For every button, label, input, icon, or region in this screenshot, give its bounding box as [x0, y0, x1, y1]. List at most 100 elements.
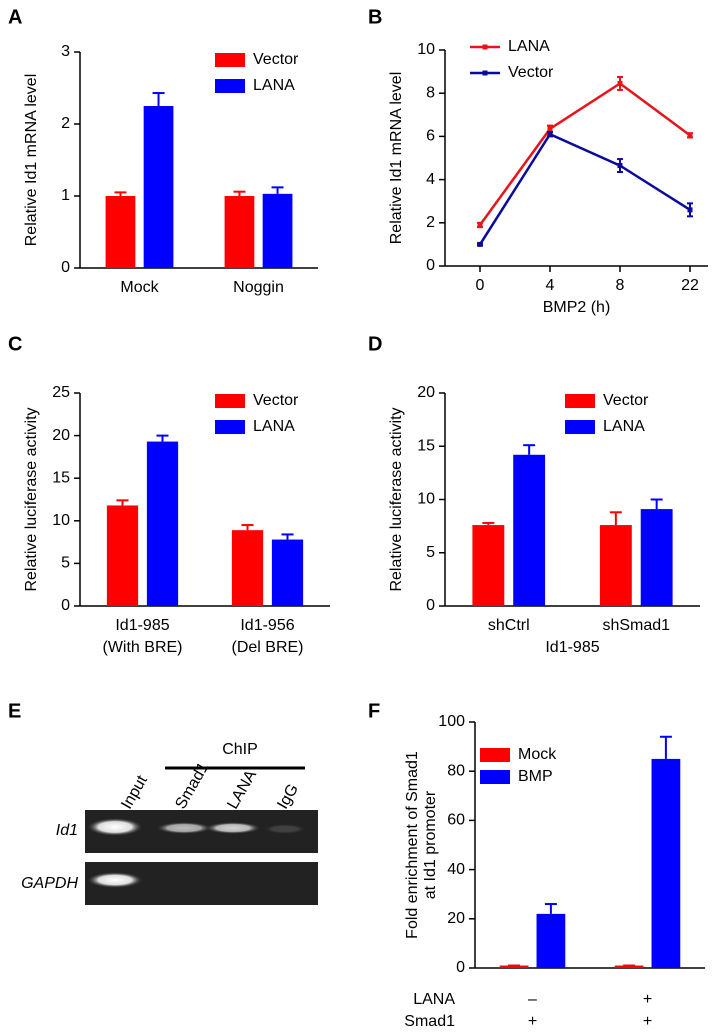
- bar: [513, 454, 546, 606]
- y-tick-label: 10: [52, 512, 70, 529]
- legend-swatch: [215, 79, 245, 93]
- legend-swatch: [482, 70, 488, 76]
- bar: [106, 505, 139, 606]
- legend-label: BMP: [518, 768, 553, 785]
- bar: [499, 965, 529, 968]
- x-axis-label: Id1-985: [545, 639, 599, 656]
- y-tick-label: 4: [426, 171, 435, 188]
- gel-band: [263, 824, 307, 834]
- x-tick-label: 4: [546, 277, 555, 294]
- y-tick-label: 40: [447, 861, 465, 878]
- legend-swatch: [480, 770, 510, 784]
- y-tick-label: 10: [417, 491, 435, 508]
- bar: [614, 965, 644, 968]
- lane-label: IgG: [274, 781, 302, 812]
- y-tick-label: 20: [447, 910, 465, 927]
- y-tick-label: 5: [61, 555, 70, 572]
- marker: [547, 131, 553, 137]
- x-tick-label: (Del BRE): [231, 639, 303, 656]
- y-axis-label: Relative luciferase activity: [388, 407, 405, 591]
- x-tick-label: (With BRE): [103, 639, 183, 656]
- legend-label: Vector: [253, 51, 299, 68]
- legend-swatch: [215, 420, 245, 434]
- condition-label: Smad1: [404, 1013, 455, 1030]
- y-tick-label: 20: [52, 427, 70, 444]
- y-tick-label: 20: [417, 384, 435, 401]
- x-tick-label: 22: [681, 277, 699, 294]
- condition-value: +: [643, 1013, 652, 1030]
- y-axis-label: Relative Id1 mRNA level: [388, 72, 405, 245]
- legend-swatch: [215, 394, 245, 408]
- legend-swatch: [215, 53, 245, 67]
- x-tick-label: Noggin: [233, 279, 284, 296]
- y-tick-label: 2: [61, 115, 70, 132]
- bar: [105, 196, 136, 268]
- x-tick-label: shSmad1: [602, 617, 670, 634]
- bar: [536, 913, 566, 968]
- marker: [547, 126, 553, 132]
- bar: [599, 525, 632, 606]
- y-axis-label: Relative luciferase activity: [23, 407, 40, 591]
- lane-label: Input: [118, 772, 151, 812]
- y-tick-label: 60: [447, 812, 465, 829]
- x-tick-label: Mock: [120, 279, 159, 296]
- y-tick-label: 25: [52, 384, 70, 401]
- row-label: Id1: [56, 822, 78, 839]
- y-tick-label: 0: [61, 597, 70, 614]
- panel-letter: E: [8, 700, 21, 722]
- gel-band: [156, 822, 212, 834]
- gel-band: [87, 872, 143, 888]
- bar: [224, 196, 255, 268]
- bar: [271, 539, 304, 606]
- y-axis-label: Relative Id1 mRNA level: [23, 74, 40, 247]
- bar: [651, 758, 681, 968]
- bar: [231, 530, 264, 606]
- line: [478, 132, 691, 246]
- panel-letter: C: [8, 333, 22, 355]
- legend-label: LANA: [253, 418, 295, 435]
- marker: [687, 207, 693, 213]
- legend-swatch: [482, 44, 488, 50]
- y-tick-label: 15: [417, 437, 435, 454]
- y-tick-label: 0: [61, 259, 70, 276]
- panel-letter: D: [368, 333, 382, 355]
- bar: [146, 441, 179, 606]
- y-tick-label: 10: [417, 41, 435, 58]
- legend-label: LANA: [253, 77, 295, 94]
- marker: [687, 132, 693, 138]
- gel-band: [205, 822, 261, 834]
- x-tick-label: 0: [476, 277, 485, 294]
- legend-swatch: [565, 420, 595, 434]
- y-tick-label: 8: [426, 84, 435, 101]
- legend-label: Mock: [518, 746, 557, 763]
- y-tick-label: 5: [426, 544, 435, 561]
- gel-band: [87, 818, 143, 836]
- bar: [472, 525, 505, 606]
- y-tick-label: 0: [456, 959, 465, 976]
- lane-label: LANA: [224, 767, 260, 812]
- x-tick-label: Id1-985: [115, 617, 169, 634]
- condition-value: +: [528, 1013, 537, 1030]
- x-tick-label: Id1-956: [240, 617, 294, 634]
- condition-value: –: [528, 991, 537, 1008]
- y-axis-label: at Id1 promoter: [422, 790, 439, 899]
- gel-header: ChIP: [222, 741, 258, 758]
- y-tick-label: 2: [426, 214, 435, 231]
- legend-label: Vector: [253, 392, 299, 409]
- x-axis-label: BMP2 (h): [543, 299, 611, 316]
- marker: [477, 222, 483, 228]
- marker: [617, 80, 623, 86]
- row-label: GAPDH: [21, 875, 78, 892]
- y-tick-label: 0: [426, 257, 435, 274]
- y-tick-label: 6: [426, 128, 435, 145]
- legend-swatch: [480, 748, 510, 762]
- gel-panel: E ChIP Input Smad1 LANA IgG Id1 GAPDH: [8, 700, 318, 905]
- panel-letter: F: [368, 700, 380, 722]
- x-tick-label: shCtrl: [488, 617, 530, 634]
- legend-label: Vector: [508, 64, 554, 81]
- x-tick-label: 8: [616, 277, 625, 294]
- marker: [477, 241, 483, 247]
- legend-swatch: [565, 394, 595, 408]
- y-tick-label: 3: [61, 43, 70, 60]
